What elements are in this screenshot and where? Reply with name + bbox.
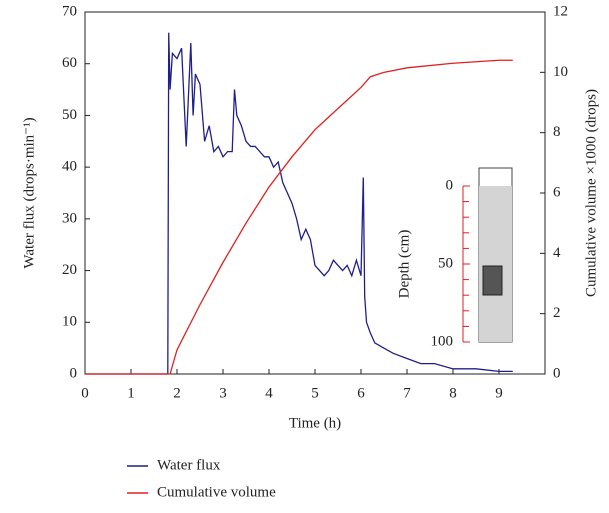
x-tick-label: 4	[265, 385, 273, 401]
y2-tick-label: 10	[553, 64, 568, 80]
x-tick-label: 8	[449, 385, 457, 401]
inset-label: Depth (cm)	[396, 230, 412, 299]
y-axis-label: Water flux (drops·min⁻¹)	[21, 117, 37, 268]
soil	[479, 186, 512, 342]
y-tick-label: 70	[62, 3, 77, 19]
inset-tick-label: 50	[438, 255, 453, 271]
y2-tick-label: 8	[553, 124, 561, 140]
legend-label: Water flux	[157, 457, 221, 473]
y-tick-label: 60	[62, 55, 77, 71]
x-tick-label: 7	[403, 385, 411, 401]
y-tick-label: 30	[62, 210, 77, 226]
y2-tick-label: 4	[553, 245, 561, 261]
y-tick-label: 10	[62, 314, 77, 330]
x-tick-label: 2	[173, 385, 181, 401]
legend-label: Cumulative volume	[157, 484, 276, 500]
x-tick-label: 1	[127, 385, 135, 401]
x-axis-label: Time (h)	[289, 415, 341, 431]
sensor	[482, 265, 503, 296]
inset-column	[462, 167, 513, 343]
inset-minor-ticks	[463, 201, 469, 327]
y-tick-label: 40	[62, 159, 77, 175]
y2-tick-label: 12	[553, 3, 568, 19]
x-tick-label: 6	[357, 385, 365, 401]
x-tick-label: 9	[495, 385, 503, 401]
y2-tick-label: 0	[553, 365, 561, 381]
y2-axis-label: Cumulative volume ×1000 (drops)	[583, 89, 599, 297]
x-tick-label: 3	[219, 385, 227, 401]
x-tick-label: 5	[311, 385, 319, 401]
x-tick-label: 0	[81, 385, 89, 401]
series-line	[85, 32, 513, 375]
inset-tick-label: 0	[446, 177, 454, 193]
plot-frame	[84, 11, 546, 375]
y2-tick-label: 2	[553, 305, 561, 321]
y-tick-label: 0	[70, 365, 78, 381]
y-tick-label: 50	[62, 107, 77, 123]
y2-tick-label: 6	[553, 184, 561, 200]
inset-tick-label: 100	[431, 333, 454, 349]
y-tick-label: 20	[62, 262, 77, 278]
series-line	[85, 59, 513, 375]
